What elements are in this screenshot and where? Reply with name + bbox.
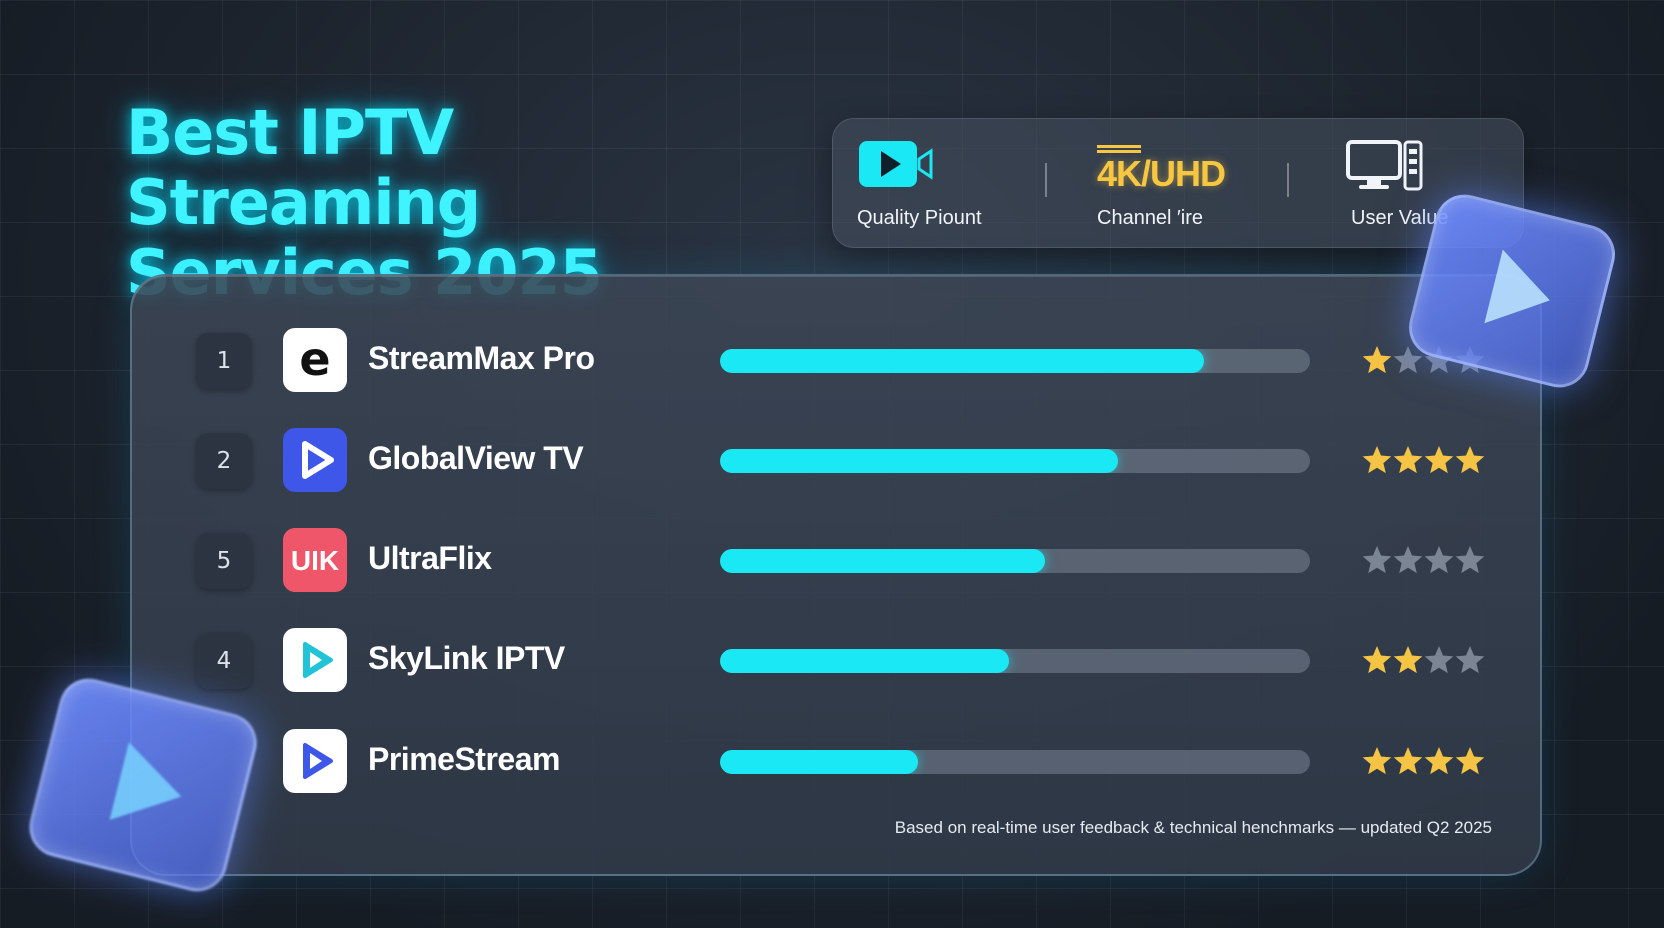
service-row-skylink-iptv[interactable]: 4 SkyLink IPTV [132,628,1540,694]
4k-uhd-icon [1097,145,1141,153]
metric-quality-label: Quality P​iount [857,207,982,229]
video-camera-icon [859,141,933,187]
rank-badge: 4 [196,633,252,689]
service-name: SkyLink IPTV [368,640,565,676]
star-filled-icon [1455,747,1485,775]
score-bar [720,449,1310,473]
score-bar [720,649,1310,673]
service-name: StreamMax Pro [368,340,595,376]
play-icon [109,742,182,820]
score-bar [720,549,1310,573]
score-bar-fill [720,449,1119,473]
star-empty-icon [1393,546,1423,574]
service-name: GlobalView TV [368,440,584,476]
star-rating [1362,543,1486,577]
star-filled-icon [1393,646,1423,674]
score-bar-fill [720,349,1204,373]
blue-play-logo-icon [283,729,347,793]
star-empty-icon [1362,546,1392,574]
star-filled-icon [1362,346,1392,374]
star-filled-icon [1393,747,1423,775]
service-row-ultraflix[interactable]: 5 UIK UltraFlix [132,528,1540,594]
play-logo-icon [283,428,347,492]
monitor-icon [1346,140,1423,191]
service-row-globalview-tv[interactable]: 2 GlobalView TV [132,428,1540,494]
score-bar-fill [720,649,1010,673]
uik-logo-text: UIK [291,545,339,576]
star-empty-icon [1424,346,1454,374]
star-rating [1362,643,1486,677]
metric-divider [1287,163,1289,197]
score-bar [720,750,1310,774]
service-row-streammax-pro[interactable]: 1 e StreamMax Pro [132,328,1540,394]
page-title-line-1: Best IPTV Streaming [126,96,481,239]
star-filled-icon [1362,446,1392,474]
metrics-bar: Quality P​iount 4K/UHD Channel ′ire User… [832,118,1524,248]
play-tile-decoration [22,672,264,898]
metric-channel-label: Channel ′ire [1097,207,1204,229]
star-filled-icon [1424,747,1454,775]
star-filled-icon [1362,747,1392,775]
star-empty-icon [1424,646,1454,674]
star-empty-icon [1424,546,1454,574]
service-row-primestream[interactable]: PrimeStream [132,729,1540,795]
score-bar-fill [720,549,1045,573]
rank-badge: 1 [196,333,252,389]
star-empty-icon [1455,646,1485,674]
play-icon [1484,249,1550,324]
e-logo-icon: e [283,328,347,392]
score-bar-fill [720,750,918,774]
metric-user-value-label: User Value [1351,207,1449,229]
star-rating [1362,443,1486,477]
star-filled-icon [1393,446,1423,474]
play-tile-decoration [1402,188,1622,394]
service-name: UltraFlix [368,540,492,576]
score-bar [720,349,1310,373]
svg-text:e: e [299,332,330,386]
rank-badge: 5 [196,533,252,589]
ranking-panel: 1 e StreamMax Pro 2 GlobalView TV 5 UIK … [130,274,1542,876]
metric-divider [1045,163,1047,197]
service-name: PrimeStream [368,741,560,777]
star-empty-icon [1393,346,1423,374]
star-filled-icon [1455,446,1485,474]
teal-play-logo-icon [283,628,347,692]
4k-uhd-badge: 4K/UHD [1097,153,1226,194]
uik-logo-icon: UIK [283,528,347,592]
rank-badge: 2 [196,433,252,489]
star-filled-icon [1362,646,1392,674]
footnote: Based on real-time user feedback & techn… [894,818,1492,837]
star-rating [1362,744,1486,778]
star-filled-icon [1424,446,1454,474]
star-empty-icon [1455,546,1485,574]
